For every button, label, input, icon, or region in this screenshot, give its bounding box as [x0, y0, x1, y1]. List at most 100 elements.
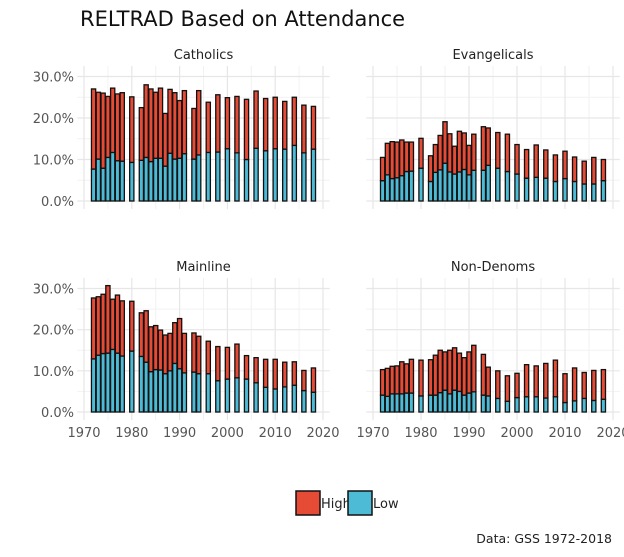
chart-title: RELTRAD Based on Attendance [80, 7, 405, 31]
bar-low-2008 [262, 150, 269, 202]
x-tick-label: 1980 [404, 426, 437, 441]
bar-high-1982 [138, 312, 145, 358]
bar-high-1972 [90, 297, 97, 360]
bar-low-2000 [224, 378, 231, 413]
bar-low-2016 [591, 183, 597, 202]
bar-low-1972 [379, 394, 386, 413]
bar-high-2004 [243, 98, 250, 161]
bar-low-1993 [480, 169, 487, 202]
bar-high-1998 [215, 94, 221, 153]
x-tick-label: 1980 [115, 426, 148, 441]
bar-low-2012 [571, 180, 578, 202]
bar-low-1977 [403, 392, 410, 413]
y-tick-label: 30.0% [33, 283, 74, 298]
bar-high-1978 [119, 92, 125, 162]
x-tick-label: 1990 [163, 426, 196, 441]
bar-low-1975 [105, 352, 111, 413]
bar-high-1986 [447, 349, 453, 395]
bar-high-1998 [504, 375, 511, 402]
bar-high-1985 [152, 91, 159, 159]
bar-high-1980 [129, 300, 135, 352]
bar-high-1986 [447, 133, 453, 173]
bar-low-1986 [447, 171, 453, 202]
bar-low-2014 [291, 384, 298, 413]
y-tick-label: 20.0% [33, 112, 74, 127]
bar-high-2004 [243, 354, 250, 380]
bar-high-1998 [215, 345, 221, 382]
bar-high-2014 [581, 160, 587, 185]
bar-high-1990 [176, 317, 183, 370]
bar-low-1974 [100, 352, 106, 413]
facet-title: Evangelicals [452, 48, 533, 63]
bar-low-1972 [90, 168, 97, 202]
bar-low-1990 [466, 392, 472, 413]
bar-low-1982 [427, 180, 434, 202]
bar-low-1985 [442, 389, 448, 413]
bar-high-1984 [437, 349, 443, 394]
bar-high-1996 [495, 131, 501, 169]
bar-high-1987 [162, 334, 169, 375]
bar-low-1973 [384, 174, 391, 202]
bar-high-1994 [195, 89, 202, 156]
bar-low-1983 [143, 361, 149, 413]
bar-high-1991 [471, 344, 477, 393]
bar-high-1991 [181, 89, 188, 155]
bar-low-1975 [105, 156, 111, 202]
bar-high-1974 [100, 92, 106, 169]
bar-low-1973 [95, 354, 102, 413]
bar-low-2002 [523, 396, 530, 413]
bar-high-1993 [191, 332, 197, 373]
bar-low-1986 [157, 157, 164, 202]
bar-high-1972 [379, 368, 386, 396]
bar-low-2006 [543, 397, 549, 413]
bar-high-2010 [562, 150, 568, 180]
bar-low-1996 [495, 167, 501, 202]
bar-high-1993 [480, 126, 487, 171]
y-tick-label: 10.0% [33, 365, 74, 380]
bar-high-1985 [152, 324, 159, 371]
bar-low-1993 [480, 394, 487, 413]
bar-high-1994 [485, 127, 491, 166]
facet-catholics: Catholics 0.0% 10.0% 20.0% 30.0% [33, 48, 330, 210]
bar-high-1983 [143, 310, 149, 363]
bar-low-2012 [282, 386, 288, 413]
bar-low-1983 [432, 171, 439, 202]
bar-low-1984 [148, 371, 154, 413]
bar-high-1998 [504, 133, 511, 173]
bar-low-2014 [291, 144, 298, 202]
bar-high-1989 [172, 92, 178, 160]
bar-high-2000 [514, 143, 520, 175]
bar-low-1976 [109, 151, 116, 202]
bar-low-2004 [533, 396, 539, 413]
bar-high-2014 [291, 361, 298, 386]
bar-low-1991 [471, 169, 477, 202]
bar-low-2018 [600, 180, 607, 202]
bar-low-1993 [191, 158, 197, 202]
bar-low-1980 [129, 350, 135, 413]
x-tick-label: 2020 [596, 426, 624, 441]
bar-low-2016 [301, 389, 307, 413]
bar-low-2012 [571, 400, 578, 413]
bar-low-1982 [427, 394, 434, 413]
bar-low-1975 [394, 177, 400, 202]
y-tick-label: 0.0% [41, 406, 74, 421]
bar-high-2012 [282, 361, 288, 388]
bar-low-2010 [272, 148, 278, 202]
bar-low-1978 [408, 392, 415, 413]
bar-high-1986 [157, 87, 164, 159]
bar-high-1988 [456, 130, 463, 173]
bar-high-1982 [427, 155, 434, 183]
bar-high-1974 [100, 293, 106, 355]
bar-low-1996 [205, 373, 212, 413]
bar-low-2000 [514, 173, 520, 202]
bar-high-2014 [291, 96, 298, 147]
bar-low-2006 [253, 147, 259, 202]
bar-low-1987 [451, 173, 458, 202]
bar-low-2012 [282, 148, 288, 202]
bar-high-1988 [167, 88, 173, 154]
bar-low-2006 [543, 177, 549, 202]
bar-low-1974 [389, 177, 395, 202]
bar-low-1985 [152, 157, 159, 202]
bar-high-1990 [466, 144, 472, 176]
bar-high-1972 [90, 88, 97, 170]
